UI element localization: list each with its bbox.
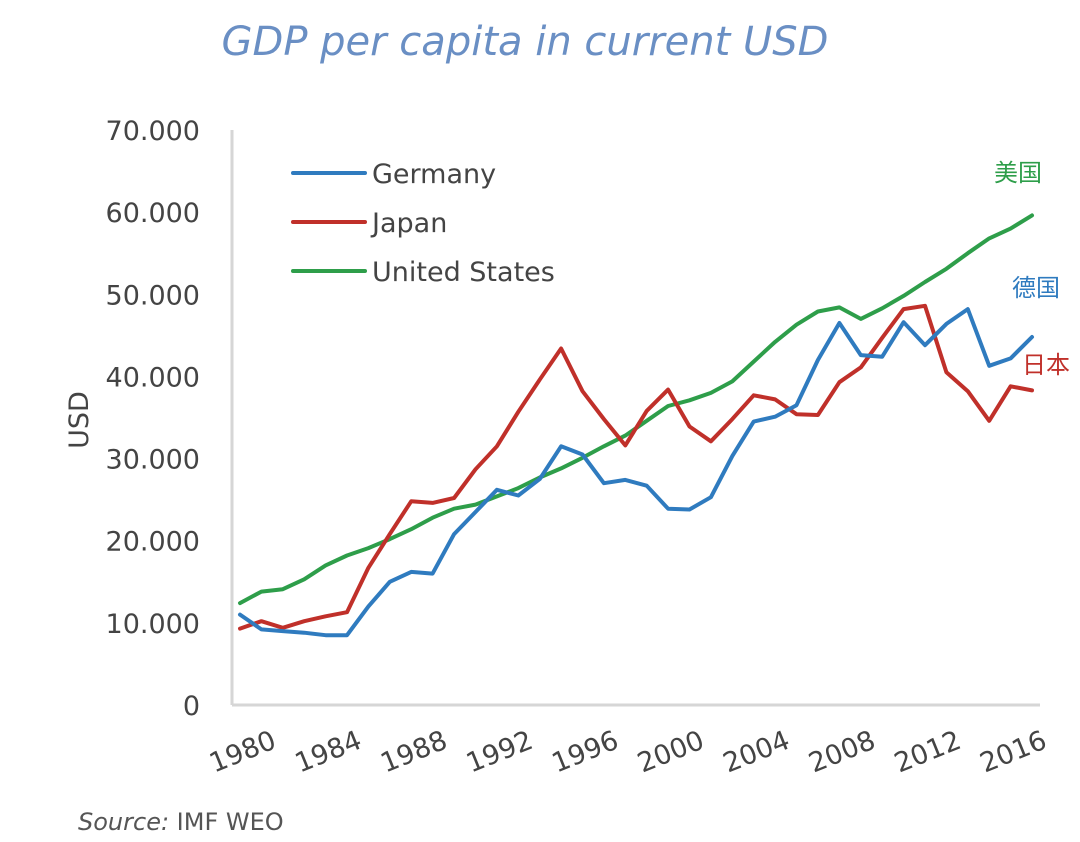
x-tick-label: 2016 <box>976 725 1051 779</box>
series-end-label: 美国 <box>994 159 1042 187</box>
y-axis-ticks: 0 10.000 20.000 30.000 40.000 50.000 60.000 70.… <box>106 116 200 722</box>
y-tick-label: 40.000 <box>106 362 200 393</box>
legend-label: Japan <box>370 208 447 239</box>
y-tick-label: 10.000 <box>106 609 200 640</box>
x-axis-ticks: 1980 1984 1988 1992 1996 2000 2004 2008 2012 2016 <box>205 725 1051 779</box>
series-line-united-states <box>238 213 1034 606</box>
chart-title: GDP per capita in current USD <box>222 19 829 65</box>
source-prefix: Source: <box>78 808 169 836</box>
x-tick-label: 2000 <box>633 725 708 779</box>
legend-label: United States <box>372 257 555 288</box>
series-end-label: 日本 <box>1022 351 1070 379</box>
x-tick-label: 1988 <box>376 725 451 779</box>
series-line-germany <box>238 307 1034 638</box>
x-tick-label: 2008 <box>805 725 880 779</box>
series-group <box>238 213 1034 638</box>
y-tick-label: 70.000 <box>106 116 200 147</box>
series-line-japan <box>238 303 1034 631</box>
y-tick-label: 20.000 <box>106 527 200 558</box>
y-tick-label: 0 <box>183 691 200 722</box>
series-end-label: 德国 <box>1012 274 1060 302</box>
y-tick-label: 30.000 <box>106 445 200 476</box>
x-tick-label: 2004 <box>719 725 794 779</box>
source-note: Source: IMF WEO <box>78 808 284 836</box>
legend-label: Germany <box>372 159 496 190</box>
x-tick-label: 1980 <box>205 725 280 779</box>
source-text: IMF WEO <box>169 808 284 836</box>
x-tick-label: 1992 <box>462 725 537 779</box>
x-tick-label: 1984 <box>291 725 366 779</box>
y-tick-label: 50.000 <box>106 280 200 311</box>
y-axis-label: USD <box>64 391 95 449</box>
x-tick-label: 2012 <box>890 725 965 779</box>
y-tick-label: 60.000 <box>106 198 200 229</box>
x-tick-label: 1996 <box>548 725 623 779</box>
legend: Germany Japan United States <box>291 159 555 288</box>
